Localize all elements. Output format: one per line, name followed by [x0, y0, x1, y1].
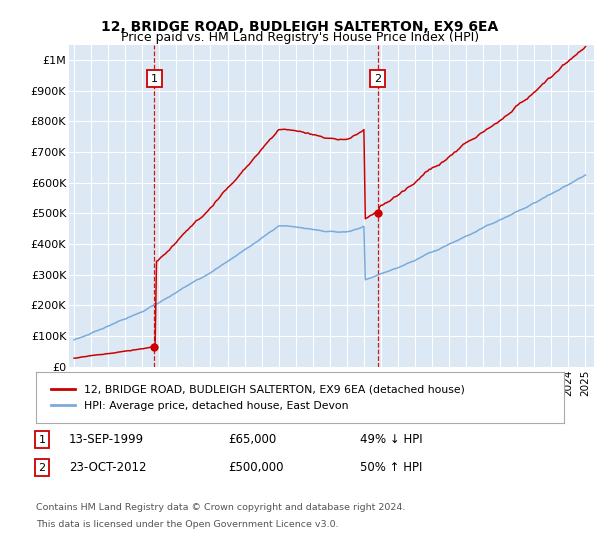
Text: 2: 2: [38, 463, 46, 473]
Text: 23-OCT-2012: 23-OCT-2012: [69, 461, 146, 474]
Text: £65,000: £65,000: [228, 433, 276, 446]
Legend: 12, BRIDGE ROAD, BUDLEIGH SALTERTON, EX9 6EA (detached house), HPI: Average pric: 12, BRIDGE ROAD, BUDLEIGH SALTERTON, EX9…: [47, 380, 469, 415]
Text: 1: 1: [38, 435, 46, 445]
Text: Contains HM Land Registry data © Crown copyright and database right 2024.: Contains HM Land Registry data © Crown c…: [36, 503, 406, 512]
Text: This data is licensed under the Open Government Licence v3.0.: This data is licensed under the Open Gov…: [36, 520, 338, 529]
Text: 2: 2: [374, 73, 381, 83]
Text: 12, BRIDGE ROAD, BUDLEIGH SALTERTON, EX9 6EA: 12, BRIDGE ROAD, BUDLEIGH SALTERTON, EX9…: [101, 20, 499, 34]
Text: 49% ↓ HPI: 49% ↓ HPI: [360, 433, 422, 446]
Text: 50% ↑ HPI: 50% ↑ HPI: [360, 461, 422, 474]
Text: £500,000: £500,000: [228, 461, 284, 474]
Text: 13-SEP-1999: 13-SEP-1999: [69, 433, 144, 446]
Text: 1: 1: [151, 73, 158, 83]
Text: Price paid vs. HM Land Registry's House Price Index (HPI): Price paid vs. HM Land Registry's House …: [121, 31, 479, 44]
